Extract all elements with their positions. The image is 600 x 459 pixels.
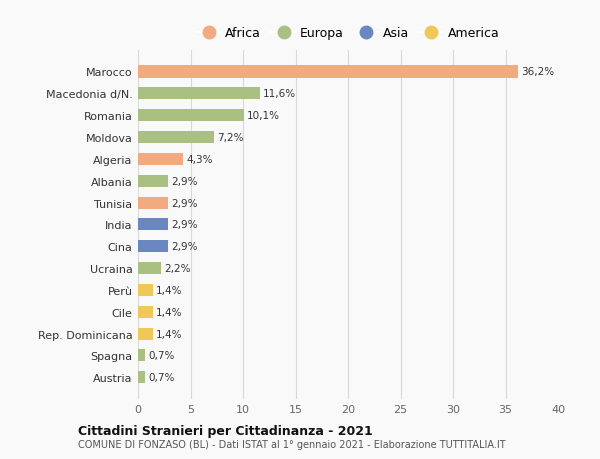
Legend: Africa, Europa, Asia, America: Africa, Europa, Asia, America: [191, 22, 505, 45]
Text: 1,4%: 1,4%: [156, 285, 182, 295]
Bar: [138, 306, 152, 318]
Text: Cittadini Stranieri per Cittadinanza - 2021: Cittadini Stranieri per Cittadinanza - 2…: [78, 424, 373, 437]
Text: 11,6%: 11,6%: [263, 89, 296, 99]
Bar: [138, 328, 152, 340]
Text: 0,7%: 0,7%: [149, 351, 175, 361]
Text: 36,2%: 36,2%: [521, 67, 554, 77]
Text: 2,9%: 2,9%: [172, 176, 198, 186]
Text: 2,9%: 2,9%: [172, 220, 198, 230]
Text: 2,9%: 2,9%: [172, 198, 198, 208]
Bar: [138, 241, 169, 253]
Text: 0,7%: 0,7%: [149, 373, 175, 382]
Bar: [138, 132, 214, 144]
Text: 4,3%: 4,3%: [187, 155, 213, 164]
Bar: [138, 219, 169, 231]
Text: 10,1%: 10,1%: [247, 111, 280, 121]
Text: 2,9%: 2,9%: [172, 242, 198, 252]
Bar: [138, 110, 244, 122]
Bar: [138, 263, 161, 274]
Text: 1,4%: 1,4%: [156, 307, 182, 317]
Bar: [138, 350, 145, 362]
Bar: [138, 67, 518, 78]
Text: COMUNE DI FONZASO (BL) - Dati ISTAT al 1° gennaio 2021 - Elaborazione TUTTITALIA: COMUNE DI FONZASO (BL) - Dati ISTAT al 1…: [78, 440, 506, 449]
Text: 1,4%: 1,4%: [156, 329, 182, 339]
Text: 2,2%: 2,2%: [164, 263, 191, 274]
Bar: [138, 88, 260, 100]
Bar: [138, 175, 169, 187]
Bar: [138, 197, 169, 209]
Bar: [138, 371, 145, 383]
Bar: [138, 153, 183, 166]
Bar: [138, 284, 152, 297]
Text: 7,2%: 7,2%: [217, 133, 243, 143]
